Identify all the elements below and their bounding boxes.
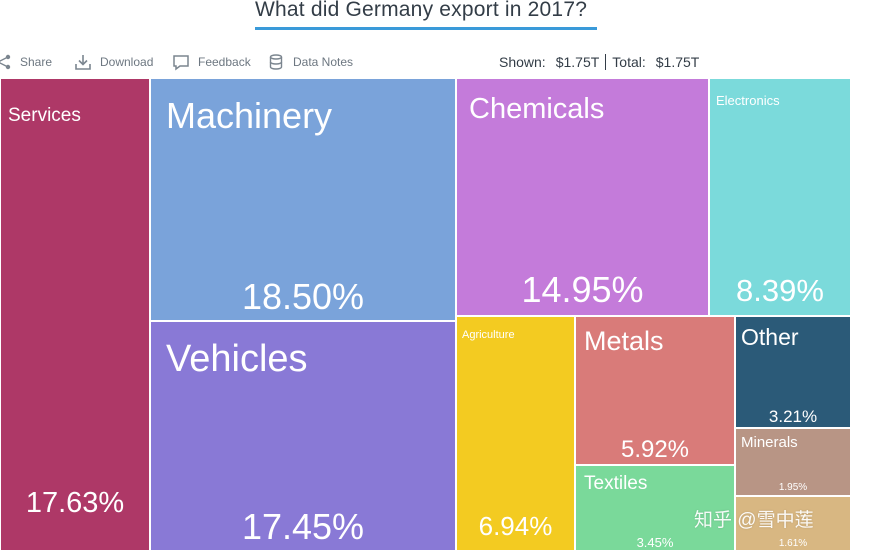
- treemap-cell-percent: 5.92%: [620, 436, 690, 463]
- treemap-cell-services[interactable]: Services 17.63%: [0, 78, 150, 551]
- treemap-cell-name: Agriculture: [462, 329, 515, 341]
- treemap-cell-electronics[interactable]: Electronics 8.39%: [709, 78, 851, 316]
- treemap-cell-percent: 8.39%: [736, 273, 824, 308]
- treemap-cell-name: Machinery: [166, 95, 333, 136]
- shown-total-summary: Shown: $1.75T Total: $1.75T: [499, 50, 699, 74]
- treemap-cell-percent: 6.94%: [478, 511, 553, 541]
- treemap-cell-chemicals[interactable]: Chemicals 14.95%: [456, 78, 709, 316]
- treemap-cell-agriculture[interactable]: Agriculture 6.94%: [456, 316, 575, 551]
- treemap-cell-name: Textiles: [584, 473, 648, 494]
- shown-label: Shown:: [499, 54, 546, 70]
- treemap-cell-percent: 17.45%: [241, 506, 365, 547]
- chart-title: What did Germany export in 2017?: [255, 0, 588, 21]
- treemap-cell-percent: 18.50%: [241, 276, 365, 317]
- share-label: Share: [20, 55, 53, 69]
- treemap: Services 17.63% Machinery 18.50% Vehicles 17.…: [0, 78, 851, 551]
- download-icon: [75, 55, 91, 70]
- total-label: Total:: [612, 54, 646, 70]
- treemap-cell-textiles[interactable]: Textiles 3.45%: [575, 465, 735, 551]
- treemap-cell-name: Other: [741, 324, 799, 350]
- share-icon: [0, 54, 11, 70]
- treemap-cell-machinery[interactable]: Machinery 18.50%: [150, 78, 456, 321]
- treemap-cell-percent: 1.61%: [778, 538, 808, 549]
- treemap-cell-name: Chemicals: [469, 93, 605, 125]
- treemap-cell-unlabeled[interactable]: 1.61%: [735, 496, 851, 551]
- download-label: Download: [100, 55, 154, 69]
- treemap-cell-percent: 3.21%: [768, 407, 818, 426]
- treemap-cell-metals[interactable]: Metals 5.92%: [575, 316, 735, 465]
- download-button[interactable]: Download: [74, 50, 153, 74]
- toolbar: Share Download Feedback Data Notes Shown…: [0, 50, 880, 74]
- treemap-cell-name: Vehicles: [166, 338, 308, 380]
- data-notes-label: Data Notes: [293, 55, 354, 69]
- data-notes-button[interactable]: Data Notes: [267, 50, 353, 74]
- treemap-cell-name: Metals: [584, 326, 664, 356]
- treemap-cell-percent: 14.95%: [521, 269, 644, 310]
- total-value: $1.75T: [655, 54, 700, 70]
- treemap-cell-percent: 3.45%: [636, 535, 674, 550]
- treemap-cell-name: Minerals: [741, 434, 798, 451]
- feedback-icon: [173, 55, 189, 71]
- share-button[interactable]: Share: [0, 50, 52, 74]
- feedback-label: Feedback: [198, 55, 251, 69]
- treemap-cell-other[interactable]: Other 3.21%: [735, 316, 851, 428]
- feedback-button[interactable]: Feedback: [172, 50, 251, 74]
- summary-divider: [605, 54, 607, 70]
- title-area: What did Germany export in 2017?: [0, 0, 880, 34]
- database-icon: [269, 54, 283, 70]
- shown-value: $1.75T: [555, 54, 600, 70]
- treemap-cell-name: Services: [8, 105, 81, 126]
- treemap-cell-percent: 1.95%: [778, 482, 808, 493]
- treemap-cell-name: Electronics: [716, 93, 780, 108]
- treemap-cell-minerals[interactable]: Minerals 1.95%: [735, 428, 851, 496]
- watermark: 知乎 @雪中莲: [694, 510, 814, 531]
- treemap-cell-percent: 17.63%: [25, 487, 125, 519]
- treemap-cell-vehicles[interactable]: Vehicles 17.45%: [150, 321, 456, 551]
- title-underline: [255, 27, 597, 30]
